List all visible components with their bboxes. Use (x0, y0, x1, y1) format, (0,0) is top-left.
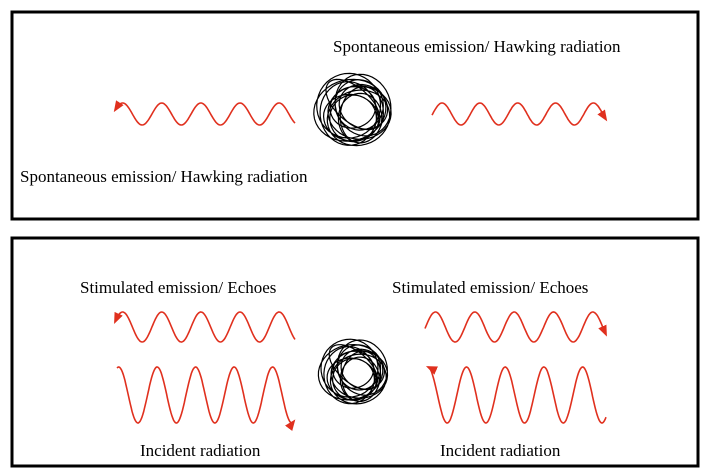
bottom-panel (10, 236, 700, 468)
wave-arrow (113, 100, 296, 126)
wave-arrow (114, 311, 296, 343)
label: Spontaneous emission/ Hawking radiation (333, 37, 621, 56)
label: Incident radiation (440, 441, 561, 460)
label: Stimulated emission/ Echoes (392, 278, 588, 297)
wave-arrow (116, 366, 296, 432)
top-panel (10, 10, 700, 221)
label: Spontaneous emission/ Hawking radiation (20, 167, 308, 186)
label: Stimulated emission/ Echoes (80, 278, 276, 297)
black-hole (317, 338, 389, 405)
wave-arrow (424, 311, 607, 343)
black-hole (313, 72, 392, 147)
wave-arrow (425, 366, 607, 424)
label: Incident radiation (140, 441, 261, 460)
wave-arrow (431, 102, 608, 126)
